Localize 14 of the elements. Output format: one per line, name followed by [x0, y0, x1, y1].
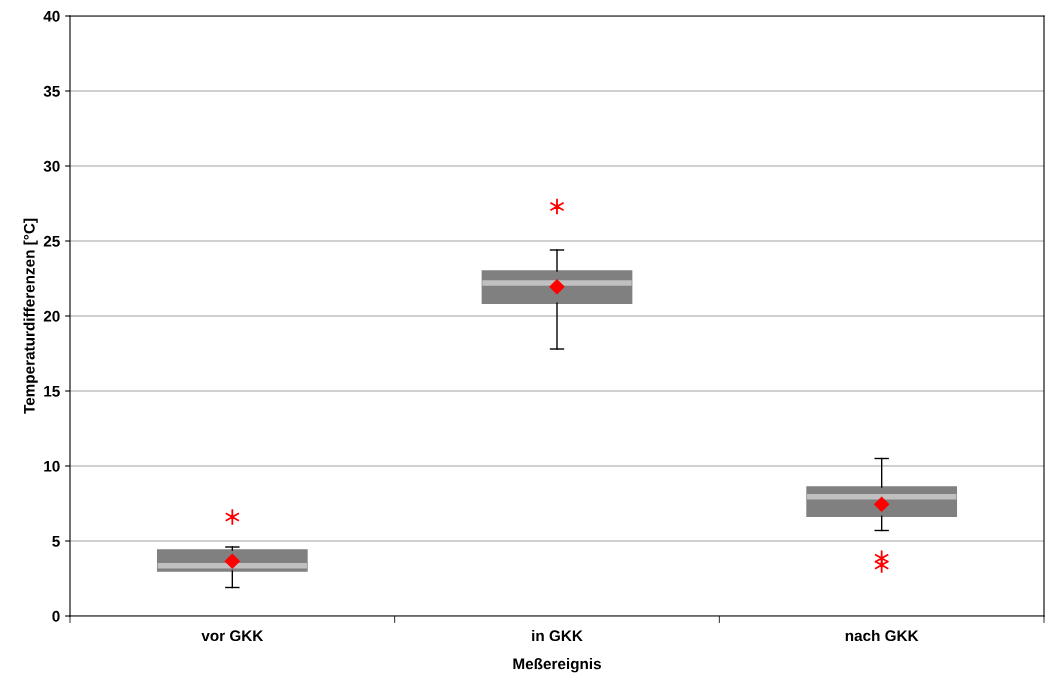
y-tick-label: 35 [43, 85, 60, 97]
y-axis-title: Temperaturdifferenzen [°C] [23, 218, 38, 414]
y-tick-label: 30 [43, 160, 60, 172]
y-tick-label: 0 [52, 610, 60, 622]
y-tick-label: 40 [43, 10, 60, 22]
y-tick-label: 20 [43, 310, 60, 322]
y-tick-label: 5 [52, 536, 60, 547]
x-tick-label: in GKK [532, 629, 583, 642]
x-tick-label: vor GKK [201, 630, 264, 642]
y-tick-label: 15 [44, 386, 60, 397]
y-tick-label: 25 [43, 235, 60, 247]
x-tick-label: nach GKK [845, 629, 919, 642]
x-axis-title: Meßereignis [513, 658, 601, 673]
y-tick-label: 10 [44, 460, 60, 472]
